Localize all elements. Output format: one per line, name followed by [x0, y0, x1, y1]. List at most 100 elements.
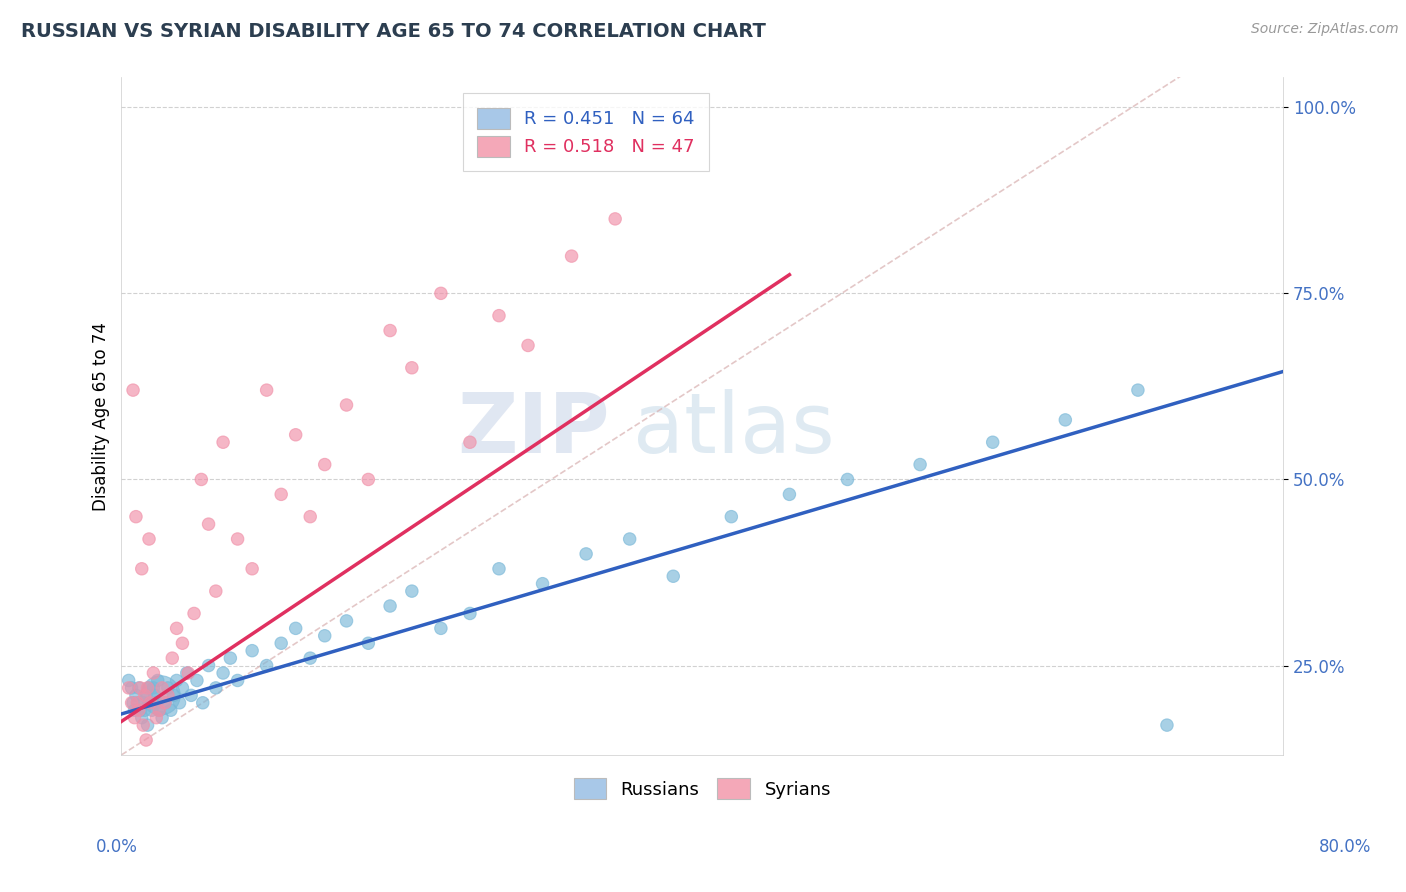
Point: [146, 673, 169, 688]
Point: [314, 458, 336, 472]
Point: [180, 689, 202, 703]
Point: [401, 360, 423, 375]
Point: [517, 338, 540, 352]
Point: [256, 658, 278, 673]
Point: [136, 681, 159, 695]
Point: [122, 696, 145, 710]
Point: [127, 696, 149, 710]
Text: 0.0%: 0.0%: [96, 838, 138, 856]
Point: [191, 696, 214, 710]
Point: [172, 681, 194, 695]
Y-axis label: Disability Age 65 to 74: Disability Age 65 to 74: [93, 322, 110, 510]
Point: [212, 665, 235, 680]
Text: atlas: atlas: [633, 389, 834, 470]
Point: [837, 473, 859, 487]
Point: [121, 696, 143, 710]
Point: [125, 509, 148, 524]
Point: [148, 703, 170, 717]
Point: [138, 532, 160, 546]
Point: [118, 673, 141, 688]
Point: [226, 532, 249, 546]
Point: [177, 665, 200, 680]
Point: [153, 696, 176, 710]
Point: [134, 703, 156, 717]
Point: [142, 681, 165, 695]
Point: [205, 681, 228, 695]
Point: [150, 681, 173, 695]
Point: [1126, 383, 1149, 397]
Point: [778, 487, 800, 501]
Point: [145, 711, 167, 725]
Point: [357, 473, 380, 487]
Point: [212, 435, 235, 450]
Point: [135, 733, 157, 747]
Point: [908, 458, 931, 472]
Point: [458, 607, 481, 621]
Point: [219, 651, 242, 665]
Point: [575, 547, 598, 561]
Point: [129, 703, 152, 717]
Point: [131, 562, 153, 576]
Point: [205, 584, 228, 599]
Point: [125, 689, 148, 703]
Point: [132, 696, 155, 710]
Point: [156, 681, 179, 695]
Point: [314, 629, 336, 643]
Point: [135, 689, 157, 703]
Point: [186, 673, 208, 688]
Point: [299, 509, 322, 524]
Point: [166, 621, 188, 635]
Point: [169, 696, 191, 710]
Point: [145, 696, 167, 710]
Point: [299, 651, 322, 665]
Point: [488, 309, 510, 323]
Point: [378, 599, 401, 613]
Point: [190, 473, 212, 487]
Point: [136, 718, 159, 732]
Point: [118, 681, 141, 695]
Point: [270, 636, 292, 650]
Point: [172, 636, 194, 650]
Point: [142, 665, 165, 680]
Point: [1054, 413, 1077, 427]
Point: [256, 383, 278, 397]
Point: [197, 517, 219, 532]
Text: ZIP: ZIP: [457, 389, 609, 470]
Point: [430, 621, 453, 635]
Point: [143, 689, 166, 703]
Point: [156, 689, 179, 703]
Point: [458, 435, 481, 450]
Point: [335, 398, 357, 412]
Point: [149, 689, 172, 703]
Point: [226, 673, 249, 688]
Point: [124, 703, 146, 717]
Point: [284, 621, 307, 635]
Point: [150, 711, 173, 725]
Point: [124, 711, 146, 725]
Point: [176, 665, 198, 680]
Point: [134, 689, 156, 703]
Point: [430, 286, 453, 301]
Point: [561, 249, 583, 263]
Point: [1156, 718, 1178, 732]
Point: [284, 427, 307, 442]
Text: 80.0%: 80.0%: [1319, 838, 1371, 856]
Point: [128, 703, 150, 717]
Point: [121, 681, 143, 695]
Point: [378, 324, 401, 338]
Point: [357, 636, 380, 650]
Point: [605, 211, 627, 226]
Point: [240, 643, 263, 657]
Point: [131, 711, 153, 725]
Point: [148, 703, 170, 717]
Point: [531, 576, 554, 591]
Point: [662, 569, 685, 583]
Point: [488, 562, 510, 576]
Point: [141, 703, 163, 717]
Point: [163, 689, 186, 703]
Point: [122, 383, 145, 397]
Point: [240, 562, 263, 576]
Point: [139, 696, 162, 710]
Point: [166, 673, 188, 688]
Point: [138, 681, 160, 695]
